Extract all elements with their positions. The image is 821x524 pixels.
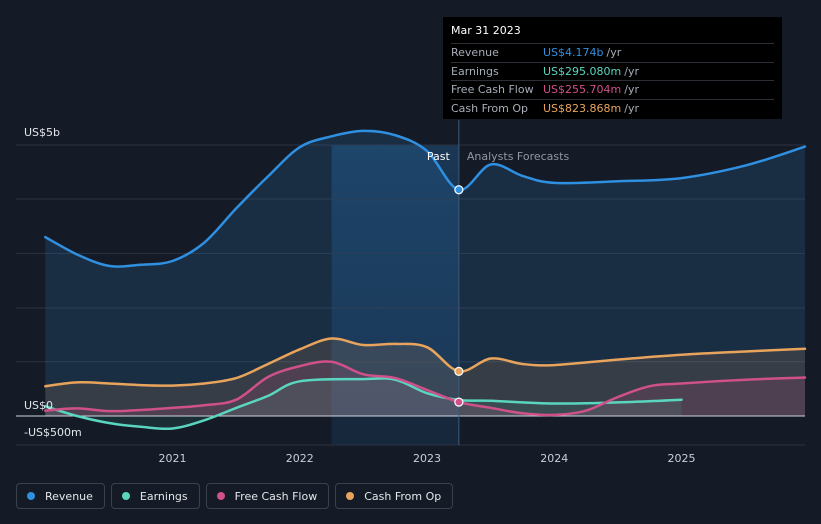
tooltip-unit: /yr [624,64,639,78]
legend-item-revenue[interactable]: Revenue [16,483,105,509]
x-axis-tick-label: 2025 [668,452,696,465]
legend-label: Cash From Op [364,489,442,503]
y-axis-tick-label: US$0 [24,399,53,412]
legend-label: Earnings [139,489,188,503]
legend-item-earnings[interactable]: Earnings [110,483,200,509]
legend-dot-icon [216,492,225,500]
tooltip-label: Earnings [451,64,499,78]
legend-label: Revenue [45,489,93,503]
tooltip-unit: /yr [624,101,639,115]
tooltip-value: US$823.868m [543,101,622,115]
legend-item-free-cash-flow[interactable]: Free Cash Flow [205,483,330,509]
tooltip-unit: /yr [606,46,622,60]
tooltip-value: US$4.174b [543,46,604,60]
tooltip-row-revenue: Revenue US$4.174b /yr [451,43,774,62]
tooltip-date: Mar 31 2023 [451,24,521,37]
legend: Revenue Earnings Free Cash Flow Cash Fro… [16,483,454,509]
x-axis-tick-label: 2021 [159,452,187,465]
highlight-point [454,185,464,195]
legend-label: Free Cash Flow [234,489,318,503]
tooltip-label: Revenue [451,46,499,60]
tooltip-label: Free Cash Flow [451,83,534,97]
tooltip-row-free-cash-flow: Free Cash Flow US$255.704m /yr [451,80,774,99]
series-line-earnings [44,377,683,431]
legend-dot-icon [346,492,355,500]
tooltip: Mar 31 2023 Revenue US$4.174b /yr Earnin… [443,17,782,119]
past-label: Past [427,150,451,163]
y-axis-tick-label: US$5b [24,126,60,139]
legend-item-cash-from-op[interactable]: Cash From Op [335,483,454,509]
highlight-point [454,366,464,376]
series-area-revenue [45,130,806,416]
x-axis-tick-label: 2023 [413,452,441,465]
x-axis-tick-label: 2024 [540,452,568,465]
tooltip-value: US$295.080m [543,64,622,78]
tooltip-value: US$255.704m [543,83,622,97]
series-line-free-cash-flow [44,360,807,417]
forecast-label: Analysts Forecasts [467,150,570,163]
tooltip-row-cash-from-op: Cash From Op US$823.868m /yr [451,98,774,118]
legend-dot-icon [121,492,130,500]
tooltip-unit: /yr [624,83,639,97]
series-line-revenue [44,129,807,268]
series-area-cash-from-op [45,338,806,416]
x-axis-tick-label: 2022 [286,452,314,465]
highlight-point [454,397,464,407]
tooltip-label: Cash From Op [451,101,529,115]
tooltip-row-earnings: Earnings US$295.080m /yr [451,61,774,81]
legend-dot-icon [27,492,35,500]
series-line-cash-from-op [44,337,807,388]
y-axis-tick-label: -US$500m [24,426,82,439]
